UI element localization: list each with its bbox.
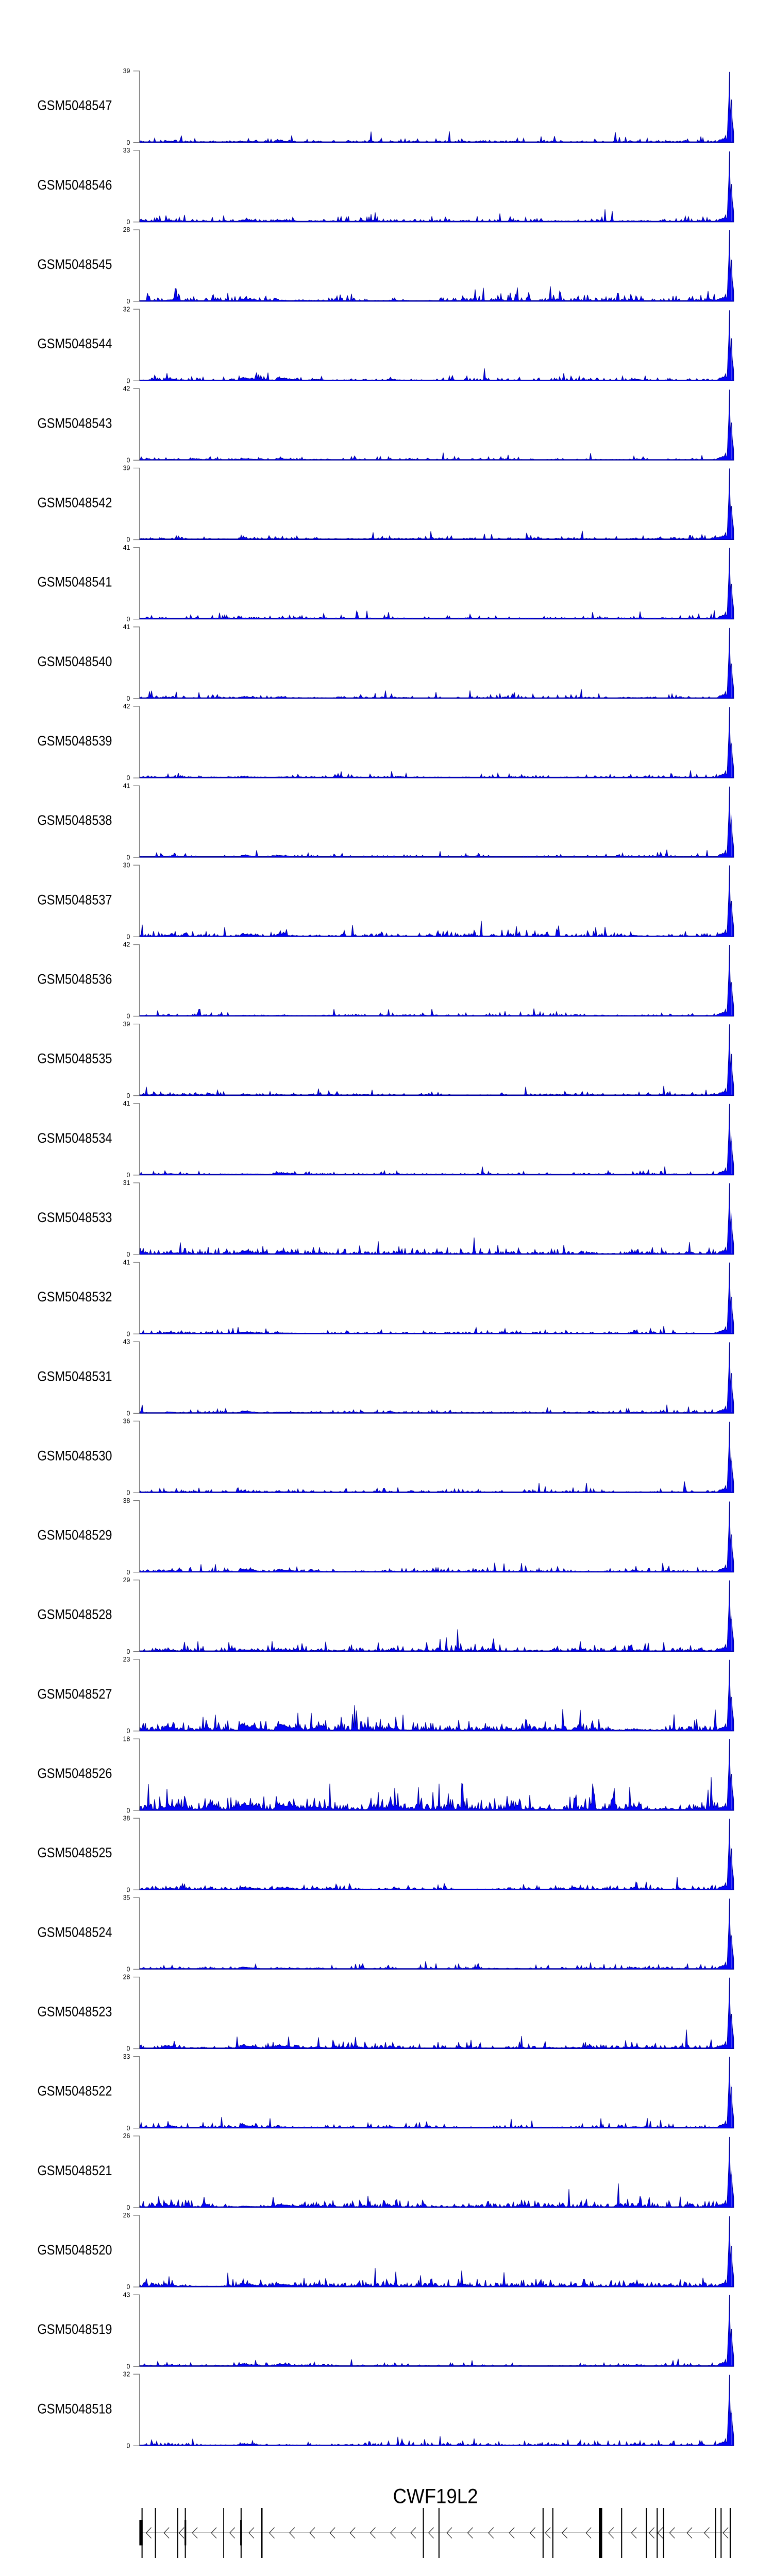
svg-text:38: 38 bbox=[123, 1815, 130, 1822]
svg-text:36: 36 bbox=[123, 1418, 130, 1425]
svg-text:GSM5048544: GSM5048544 bbox=[38, 336, 112, 351]
svg-text:0: 0 bbox=[127, 2125, 130, 2132]
svg-text:0: 0 bbox=[127, 457, 130, 464]
svg-text:CWF19L2: CWF19L2 bbox=[393, 2485, 478, 2508]
svg-text:0: 0 bbox=[127, 2363, 130, 2370]
svg-text:39: 39 bbox=[123, 1021, 130, 1028]
svg-text:28: 28 bbox=[123, 226, 130, 233]
svg-text:GSM5048537: GSM5048537 bbox=[38, 892, 112, 907]
svg-text:GSM5048538: GSM5048538 bbox=[38, 812, 112, 828]
svg-text:38: 38 bbox=[123, 1497, 130, 1504]
svg-text:0: 0 bbox=[127, 377, 130, 384]
svg-text:42: 42 bbox=[123, 385, 130, 393]
svg-text:GSM5048546: GSM5048546 bbox=[38, 177, 112, 193]
svg-text:35: 35 bbox=[123, 1894, 130, 1902]
svg-text:33: 33 bbox=[123, 147, 130, 154]
svg-text:GSM5048526: GSM5048526 bbox=[38, 1766, 112, 1781]
svg-text:18: 18 bbox=[123, 1735, 130, 1742]
svg-text:GSM5048534: GSM5048534 bbox=[38, 1130, 112, 1146]
svg-text:0: 0 bbox=[127, 1648, 130, 1655]
svg-text:23: 23 bbox=[123, 1656, 130, 1663]
svg-text:GSM5048518: GSM5048518 bbox=[38, 2401, 112, 2416]
svg-text:GSM5048527: GSM5048527 bbox=[38, 1686, 112, 1702]
svg-text:32: 32 bbox=[123, 2371, 130, 2378]
svg-text:GSM5048528: GSM5048528 bbox=[38, 1607, 112, 1622]
svg-text:33: 33 bbox=[123, 2053, 130, 2060]
svg-text:GSM5048521: GSM5048521 bbox=[38, 2163, 112, 2178]
svg-text:28: 28 bbox=[123, 1974, 130, 1981]
svg-text:0: 0 bbox=[127, 1251, 130, 1258]
svg-text:0: 0 bbox=[127, 1727, 130, 1735]
svg-text:0: 0 bbox=[127, 1807, 130, 1814]
svg-text:GSM5048520: GSM5048520 bbox=[38, 2242, 112, 2258]
svg-text:0: 0 bbox=[127, 1966, 130, 1973]
svg-text:0: 0 bbox=[127, 2204, 130, 2211]
svg-text:GSM5048545: GSM5048545 bbox=[38, 257, 112, 272]
svg-text:GSM5048524: GSM5048524 bbox=[38, 1924, 112, 1940]
svg-text:0: 0 bbox=[127, 934, 130, 941]
svg-text:26: 26 bbox=[123, 2212, 130, 2219]
svg-text:GSM5048529: GSM5048529 bbox=[38, 1528, 112, 1543]
svg-text:41: 41 bbox=[123, 623, 130, 631]
svg-text:0: 0 bbox=[127, 1489, 130, 1497]
svg-text:0: 0 bbox=[127, 774, 130, 782]
svg-text:GSM5048540: GSM5048540 bbox=[38, 654, 112, 669]
svg-text:39: 39 bbox=[123, 67, 130, 75]
svg-text:0: 0 bbox=[127, 2283, 130, 2291]
svg-text:0: 0 bbox=[127, 536, 130, 544]
svg-text:42: 42 bbox=[123, 941, 130, 948]
svg-text:GSM5048530: GSM5048530 bbox=[38, 1448, 112, 1463]
svg-text:26: 26 bbox=[123, 2132, 130, 2140]
svg-text:GSM5048541: GSM5048541 bbox=[38, 574, 112, 590]
svg-text:29: 29 bbox=[123, 1577, 130, 1584]
svg-text:32: 32 bbox=[123, 306, 130, 313]
svg-text:GSM5048533: GSM5048533 bbox=[38, 1210, 112, 1225]
svg-text:0: 0 bbox=[127, 1886, 130, 1893]
svg-text:0: 0 bbox=[127, 298, 130, 305]
svg-text:GSM5048535: GSM5048535 bbox=[38, 1051, 112, 1066]
svg-text:GSM5048547: GSM5048547 bbox=[38, 98, 112, 113]
svg-text:GSM5048531: GSM5048531 bbox=[38, 1368, 112, 1384]
svg-text:GSM5048536: GSM5048536 bbox=[38, 972, 112, 987]
svg-text:0: 0 bbox=[127, 1569, 130, 1576]
svg-text:41: 41 bbox=[123, 544, 130, 551]
svg-text:41: 41 bbox=[123, 782, 130, 789]
svg-text:GSM5048542: GSM5048542 bbox=[38, 495, 112, 511]
svg-text:0: 0 bbox=[127, 1172, 130, 1179]
svg-text:41: 41 bbox=[123, 1100, 130, 1107]
svg-text:GSM5048523: GSM5048523 bbox=[38, 2004, 112, 2020]
svg-text:GSM5048519: GSM5048519 bbox=[38, 2321, 112, 2337]
svg-text:30: 30 bbox=[123, 862, 130, 869]
svg-text:0: 0 bbox=[127, 616, 130, 623]
svg-text:0: 0 bbox=[127, 854, 130, 861]
svg-text:GSM5048522: GSM5048522 bbox=[38, 2083, 112, 2099]
svg-text:41: 41 bbox=[123, 1259, 130, 1266]
svg-text:0: 0 bbox=[127, 1410, 130, 1417]
svg-text:0: 0 bbox=[127, 139, 130, 146]
svg-text:GSM5048543: GSM5048543 bbox=[38, 415, 112, 431]
svg-text:31: 31 bbox=[123, 1179, 130, 1187]
svg-text:0: 0 bbox=[127, 1330, 130, 1337]
svg-text:0: 0 bbox=[127, 2443, 130, 2450]
svg-text:39: 39 bbox=[123, 465, 130, 472]
svg-text:0: 0 bbox=[127, 695, 130, 702]
svg-text:GSM5048539: GSM5048539 bbox=[38, 733, 112, 749]
svg-text:0: 0 bbox=[127, 1013, 130, 1020]
svg-text:0: 0 bbox=[127, 2045, 130, 2053]
svg-text:0: 0 bbox=[127, 1092, 130, 1099]
svg-text:43: 43 bbox=[123, 2291, 130, 2298]
svg-text:GSM5048532: GSM5048532 bbox=[38, 1289, 112, 1304]
svg-text:0: 0 bbox=[127, 218, 130, 226]
svg-text:43: 43 bbox=[123, 1338, 130, 1346]
svg-text:42: 42 bbox=[123, 703, 130, 710]
svg-text:GSM5048525: GSM5048525 bbox=[38, 1845, 112, 1860]
